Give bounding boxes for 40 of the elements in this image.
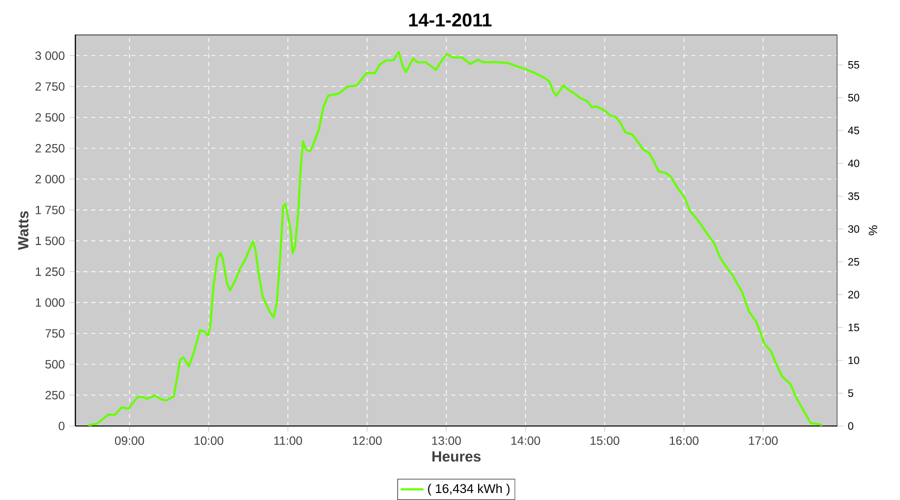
y2-tick-label: 15 (848, 324, 860, 332)
y2-tick-label: 20 (848, 290, 860, 298)
chart-title: 14-1-2011 (409, 13, 492, 27)
y2-tick-label: 25 (848, 258, 860, 266)
x-tick-label: 13:00 (432, 436, 461, 445)
x-tick-label: 11:00 (274, 436, 302, 445)
y2-tick-label: 0 (848, 422, 854, 430)
y-tick-label: 0 (58, 422, 64, 430)
x-tick-label: 15:00 (590, 436, 620, 445)
y2-axis-title: % (868, 225, 878, 236)
x-tick-label: 16:00 (670, 436, 698, 445)
y2-tick-label: 45 (848, 126, 860, 134)
y2-tick-label: 40 (848, 160, 860, 168)
x-tick-label: 14:00 (511, 436, 540, 445)
y2-tick-label: 35 (848, 192, 860, 200)
x-tick-label: 10:00 (194, 436, 224, 445)
y-tick-label: 1 000 (36, 298, 64, 307)
y-tick-label: 1 500 (36, 236, 64, 246)
y-tick-label: 2 250 (36, 144, 64, 152)
y-tick-label: 2 500 (36, 113, 64, 122)
y-tick-label: 1 750 (36, 206, 64, 214)
y2-tick-label: 10 (848, 356, 860, 364)
y2-tick-label: 55 (848, 61, 860, 69)
x-axis-title: Heures (432, 451, 481, 462)
y2-tick-label: 50 (848, 94, 860, 102)
y-tick-label: 750 (46, 329, 64, 338)
y-tick-label: 1 250 (36, 267, 64, 276)
y2-tick-label: 5 (848, 389, 854, 397)
y-tick-label: 3 000 (35, 51, 64, 60)
y-tick-label: 250 (46, 390, 64, 400)
legend-label: ( 16,434 kWh ) (428, 484, 510, 496)
y-tick-label: 2 750 (36, 82, 64, 91)
y2-tick-label: 30 (848, 225, 860, 233)
y-axis-title: Watts (18, 211, 28, 250)
x-tick-label: 09:00 (114, 436, 144, 445)
y-tick-label: 500 (45, 360, 64, 369)
x-tick-label: 12:00 (353, 436, 382, 445)
x-tick-label: 17:00 (749, 436, 778, 445)
y-tick-label: 2 000 (36, 174, 64, 184)
line-series (87, 51, 824, 426)
